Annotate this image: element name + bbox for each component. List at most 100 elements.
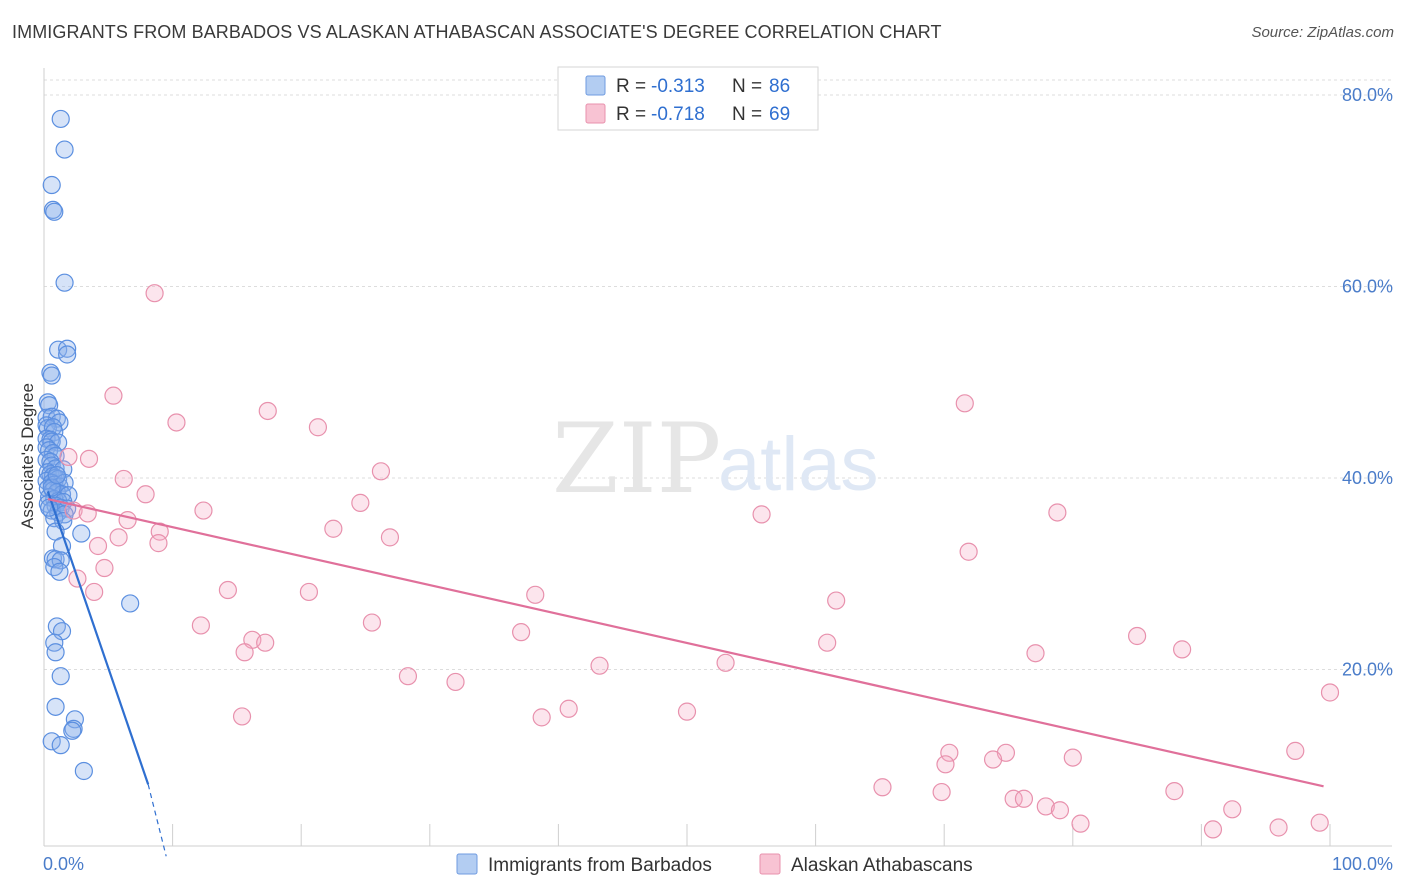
athabascan-point-1 bbox=[104, 386, 123, 405]
athabascan-point-54 bbox=[983, 750, 1003, 769]
series-barbados-points bbox=[37, 109, 140, 781]
barbados-point-7 bbox=[58, 339, 77, 358]
athabascan-point-7 bbox=[59, 447, 78, 467]
barbados-point-79 bbox=[63, 721, 82, 740]
barbados-point-10 bbox=[42, 366, 61, 385]
barbados-point-80 bbox=[42, 732, 61, 751]
athabascan-point-32 bbox=[362, 613, 382, 632]
series-legend-label-athabascan: Alaskan Athabascans bbox=[791, 855, 973, 876]
barbados-point-0 bbox=[51, 109, 70, 129]
barbados-point-84 bbox=[47, 466, 66, 485]
stats-legend-row-barbados: R = -0.313 N = 86 bbox=[585, 75, 790, 97]
athabascan-point-9 bbox=[114, 469, 133, 489]
athabascan-point-20 bbox=[109, 528, 128, 547]
y-tick-label-1: 40.0% bbox=[1342, 468, 1393, 488]
athabascan-point-44 bbox=[446, 672, 465, 692]
athabascan-point-60 bbox=[1036, 797, 1055, 816]
athabascan-point-55 bbox=[1063, 748, 1082, 767]
series-legend-swatch-athabascan bbox=[759, 853, 781, 875]
athabascan-point-39 bbox=[235, 643, 254, 662]
athabascan-point-3 bbox=[167, 413, 186, 432]
athabascan-point-49 bbox=[232, 707, 252, 726]
athabascan-point-64 bbox=[1310, 813, 1329, 832]
athabascan-point-61 bbox=[1050, 801, 1070, 820]
athabascan-point-56 bbox=[873, 778, 892, 797]
athabascan-point-48 bbox=[532, 708, 551, 727]
barbados-point-2 bbox=[42, 175, 61, 195]
legend-n-value: 86 bbox=[769, 76, 790, 97]
athabascan-point-23 bbox=[88, 536, 108, 556]
barbados-point-5 bbox=[55, 273, 74, 292]
athabascan-point-18 bbox=[324, 519, 343, 538]
barbados-point-70 bbox=[121, 594, 140, 613]
x-tick-labels: 0.0% 100.0% bbox=[43, 854, 1393, 874]
gridlines bbox=[44, 79, 1392, 670]
athabascan-point-65 bbox=[1203, 820, 1223, 839]
athabascan-point-33 bbox=[191, 616, 210, 635]
legend-n-label: N = bbox=[732, 104, 762, 125]
trend-line-athabascan bbox=[47, 497, 1324, 788]
athabascan-point-57 bbox=[1165, 782, 1184, 801]
athabascan-point-52 bbox=[1286, 741, 1305, 760]
legend-r-label: R = bbox=[616, 104, 646, 125]
y-tick-labels: 20.0% 40.0% 60.0% 80.0% bbox=[1342, 85, 1393, 680]
athabascan-point-30 bbox=[526, 585, 545, 604]
barbados-point-1 bbox=[55, 140, 74, 159]
athabascan-point-17 bbox=[118, 511, 137, 530]
athabascan-point-62 bbox=[1071, 814, 1090, 833]
stats-legend-row-athabascan: R = -0.718 N = 69 bbox=[585, 103, 790, 125]
athabascan-point-25 bbox=[95, 558, 114, 578]
athabascan-point-13 bbox=[194, 501, 213, 520]
athabascan-point-19 bbox=[150, 522, 169, 541]
athabascan-point-6 bbox=[79, 449, 99, 468]
athabascan-point-41 bbox=[1173, 640, 1192, 659]
athabascan-point-8 bbox=[371, 462, 391, 481]
barbados-point-77 bbox=[65, 710, 84, 729]
series-legend-label-barbados: Immigrants from Barbados bbox=[488, 855, 712, 876]
legend-r-value: -0.718 bbox=[651, 104, 705, 125]
athabascan-point-47 bbox=[677, 702, 697, 721]
athabascan-point-29 bbox=[85, 582, 104, 602]
athabascan-point-0 bbox=[145, 284, 164, 303]
chart-title: IMMIGRANTS FROM BARBADOS VS ALASKAN ATHA… bbox=[12, 22, 942, 42]
athabascan-point-10 bbox=[136, 485, 155, 504]
athabascan-point-22 bbox=[149, 534, 168, 553]
source-label: Source: ZipAtlas.com bbox=[1251, 24, 1394, 41]
athabascan-point-43 bbox=[398, 667, 418, 686]
athabascan-point-15 bbox=[752, 505, 771, 524]
athabascan-point-66 bbox=[1269, 818, 1288, 837]
barbados-point-67 bbox=[51, 551, 70, 570]
barbados-point-69 bbox=[50, 562, 69, 581]
barbados-point-82 bbox=[74, 761, 93, 781]
athabascan-point-59 bbox=[1014, 789, 1034, 808]
legend-n-value: 69 bbox=[769, 104, 790, 125]
athabascan-point-31 bbox=[827, 591, 846, 610]
x-tick-label-1: 100.0% bbox=[1332, 854, 1393, 874]
athabascan-point-4 bbox=[308, 418, 328, 437]
athabascan-point-46 bbox=[559, 699, 578, 718]
barbados-point-8 bbox=[58, 345, 77, 364]
athabascan-point-34 bbox=[512, 623, 531, 642]
athabascan-point-67 bbox=[932, 782, 951, 802]
stats-legend: R = -0.313 N = 86 R = -0.718 N = 69 bbox=[557, 66, 819, 131]
watermark-zip: ZIP bbox=[552, 403, 721, 515]
y-tick-label-2: 60.0% bbox=[1342, 277, 1393, 297]
athabascan-point-42 bbox=[716, 653, 735, 672]
barbados-point-73 bbox=[45, 633, 64, 652]
athabascan-point-35 bbox=[1127, 626, 1147, 646]
athabascan-point-27 bbox=[218, 580, 237, 600]
legend-n-label: N = bbox=[732, 76, 762, 97]
athabascan-point-11 bbox=[351, 493, 370, 512]
y-tick-label-0: 20.0% bbox=[1342, 660, 1393, 680]
barbados-point-28 bbox=[46, 446, 65, 466]
watermark: ZIP atlas bbox=[552, 403, 879, 515]
barbados-point-4 bbox=[45, 202, 64, 221]
barbados-point-75 bbox=[51, 667, 70, 686]
legend-r-value: -0.313 bbox=[651, 76, 705, 97]
athabascan-point-37 bbox=[256, 633, 275, 652]
barbados-point-63 bbox=[72, 524, 91, 543]
barbados-point-81 bbox=[51, 736, 70, 755]
athabascan-point-53 bbox=[936, 755, 955, 774]
athabascan-point-21 bbox=[380, 528, 400, 547]
